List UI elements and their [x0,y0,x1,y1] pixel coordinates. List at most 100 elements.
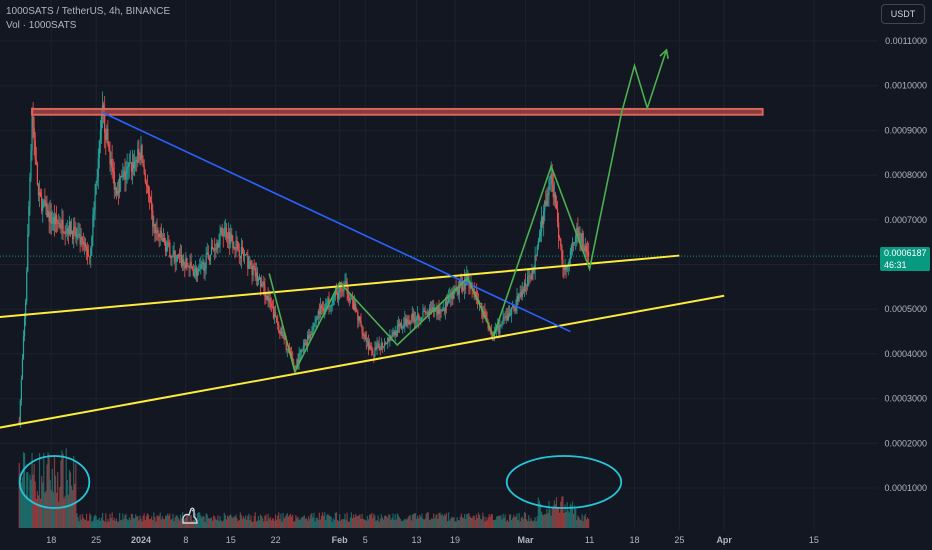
volume-bar [570,505,573,528]
volume-bar [130,513,132,528]
volume-bar [227,516,230,528]
volume-bar [565,511,567,528]
volume-bar [575,509,577,528]
y-tick-label: 0.0003000 [884,394,927,404]
candle-body [313,323,315,328]
volume-bar [63,498,65,528]
volume-bar [511,520,513,528]
volume-bar [445,512,448,528]
volume-bar [454,521,456,528]
candle-body [274,312,277,318]
candle-body [305,343,308,346]
candle-body [79,233,81,245]
volume-bar [482,512,484,528]
volume-bar [172,513,174,528]
candle-body [421,317,423,318]
candle-body [367,341,370,350]
candle-body [534,255,536,270]
volume-bar [536,516,538,528]
candle-body [138,148,140,155]
volume-bar [50,490,52,528]
candle-body [84,242,87,247]
candle-body [444,301,447,312]
candle-body [201,262,203,265]
volume-bar [339,514,341,528]
volume-bar [247,515,249,528]
volume-bar [434,518,436,528]
candle-body [575,235,577,243]
volume-bar [398,517,401,528]
volume-bar [285,514,287,528]
volume-bar [342,519,344,528]
volume-bar [254,512,256,528]
candle-body [219,232,221,245]
candle-body [188,266,190,268]
candle-body [548,179,550,195]
candle-body [75,227,77,238]
volume-bar [89,513,91,528]
volume-bar [163,519,166,528]
volume-bar [421,513,423,528]
candle-body [235,240,237,250]
y-tick-label: 0.0004000 [884,349,927,359]
volume-bar [31,453,33,528]
candle-body [64,232,66,234]
volume-bar [242,516,245,528]
volume-bar [204,521,206,528]
volume-bar [417,515,419,528]
volume-bar [360,518,362,528]
volume-bar [127,520,129,528]
volume-bar [302,516,304,528]
x-tick-label: 15 [226,535,236,545]
volume-bar [252,521,254,528]
candle-body [429,308,432,312]
candle-body [85,246,88,250]
candle-body [426,312,428,314]
y-tick-label: 0.0001000 [884,483,927,493]
candle-body [498,325,500,334]
time-axis: 18 25 2024 8 15 22 Feb 5 13 19 Mar 11 18 25 Apr 15 [0,530,932,550]
candle-body [551,173,553,185]
candle-body [251,265,253,275]
currency-button[interactable]: USDT [881,4,925,24]
candle-body [89,256,91,258]
candle-body [365,338,367,343]
volume-bar [410,520,412,528]
volume-label: Vol · 1000SATS [6,20,77,31]
candle-body [130,162,132,172]
candle-body [240,247,242,259]
volume-bar [357,516,359,528]
volume-bar [62,453,64,528]
candle-body [389,336,391,342]
volume-bar [477,512,480,528]
volume-bar [178,520,181,528]
volume-bar [341,519,343,528]
candle-body [70,230,73,234]
candle-body [160,230,162,239]
candle-body [562,259,564,268]
volume-bar [383,515,386,528]
candle-body [127,166,129,168]
candle-body [126,167,128,174]
volume-bar [539,503,542,528]
candle-body [271,306,273,308]
volume-bar [498,515,500,528]
candle-body [180,254,183,267]
candle-body [341,289,343,291]
volume-bar [147,514,150,528]
volume-bar [100,517,103,528]
chart-title: 1000SATS / TetherUS, 4h, BINANCE [6,6,171,17]
candle-body [304,342,307,344]
volume-bar [564,504,566,528]
candle-body [69,221,72,234]
tradingview-logo-icon[interactable] [180,505,200,525]
volume-bar [153,512,155,528]
volume-bar [60,460,62,528]
volume-bar [547,513,549,528]
candle-body [525,285,528,287]
volume-bar [468,513,470,528]
volume-bar [395,519,397,528]
volume-bar [540,511,543,528]
volume-bar [93,516,95,528]
